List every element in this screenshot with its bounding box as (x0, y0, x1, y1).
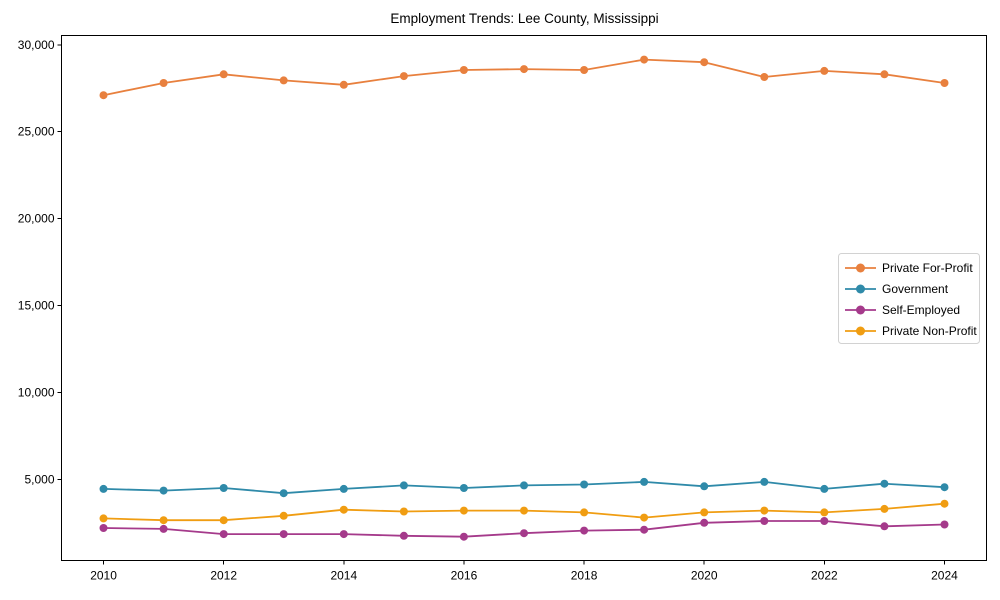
data-point (640, 513, 649, 522)
data-point (219, 484, 228, 492)
data-point (880, 522, 889, 531)
data-point (580, 526, 589, 535)
data-point (459, 66, 468, 74)
x-tick-label: 2018 (571, 569, 598, 583)
data-point (640, 477, 649, 486)
data-point (279, 511, 288, 520)
chart-title: Employment Trends: Lee County, Mississip… (390, 11, 659, 26)
legend-label: Private For-Profit (882, 261, 973, 275)
data-point (640, 55, 649, 64)
data-point (159, 524, 168, 533)
x-tick-label: 2012 (210, 569, 237, 583)
data-point (520, 529, 528, 538)
y-tick-label: 20,000 (18, 212, 55, 226)
data-point (520, 481, 528, 490)
data-point (279, 489, 288, 498)
data-point (399, 481, 408, 490)
legend-label: Self-Employed (882, 303, 960, 317)
legend-item: Self-Employed (845, 303, 960, 317)
data-point (940, 499, 949, 508)
data-point (219, 516, 228, 525)
data-point (700, 518, 709, 527)
data-point (760, 477, 769, 486)
data-point (880, 479, 889, 488)
data-point (159, 516, 168, 525)
y-tick-label: 15,000 (18, 299, 55, 313)
y-tick-label: 10,000 (18, 385, 55, 399)
legend-marker (856, 326, 865, 336)
data-point (760, 517, 769, 525)
data-point (459, 506, 468, 515)
legend-item: Private For-Profit (845, 261, 973, 275)
data-point (700, 58, 709, 67)
data-point (99, 91, 108, 100)
x-tick-label: 2014 (330, 569, 357, 583)
data-point (940, 79, 949, 87)
data-point (700, 482, 709, 491)
y-tick-label: 25,000 (18, 125, 55, 139)
data-point (580, 480, 589, 489)
data-point (580, 66, 589, 74)
data-point (339, 530, 348, 539)
data-point (219, 530, 228, 539)
data-point (880, 504, 889, 513)
legend-marker (856, 305, 865, 315)
data-point (940, 483, 949, 492)
data-point (820, 517, 829, 525)
data-point (520, 65, 528, 74)
data-point (399, 507, 408, 516)
y-tick-label: 30,000 (18, 38, 55, 52)
data-point (279, 530, 288, 539)
x-tick-label: 2022 (811, 569, 838, 583)
data-point (760, 506, 769, 515)
data-point (159, 486, 168, 495)
legend-item: Government (845, 282, 949, 296)
data-point (339, 505, 348, 514)
legend-marker (856, 284, 865, 294)
data-point (399, 531, 408, 540)
data-point (159, 79, 168, 87)
legend-label: Private Non-Profit (882, 324, 977, 338)
data-point (459, 532, 468, 541)
data-point (820, 508, 829, 517)
data-point (219, 70, 228, 79)
data-point (99, 524, 108, 532)
data-point (760, 73, 769, 81)
data-point (279, 76, 288, 85)
data-point (520, 506, 528, 515)
data-point (339, 80, 348, 89)
data-point (459, 484, 468, 492)
legend-box (838, 253, 980, 344)
legend-label: Government (882, 282, 949, 296)
data-point (399, 72, 408, 81)
x-tick-label: 2024 (931, 569, 958, 583)
data-point (640, 525, 649, 534)
data-point (580, 508, 589, 517)
y-tick-label: 5,000 (24, 472, 54, 486)
x-tick-label: 2020 (691, 569, 718, 583)
plot-frame (61, 35, 987, 561)
x-tick-label: 2010 (90, 569, 117, 583)
series-line (103, 58, 945, 97)
data-point (339, 484, 348, 493)
data-point (820, 66, 829, 75)
data-point (940, 520, 949, 529)
legend-marker (856, 263, 865, 273)
data-point (820, 484, 829, 493)
legend-item: Private Non-Profit (845, 324, 977, 338)
x-tick-label: 2016 (451, 569, 478, 583)
data-point (99, 484, 108, 493)
data-point (99, 514, 108, 523)
data-point (880, 70, 889, 79)
data-point (700, 508, 709, 517)
